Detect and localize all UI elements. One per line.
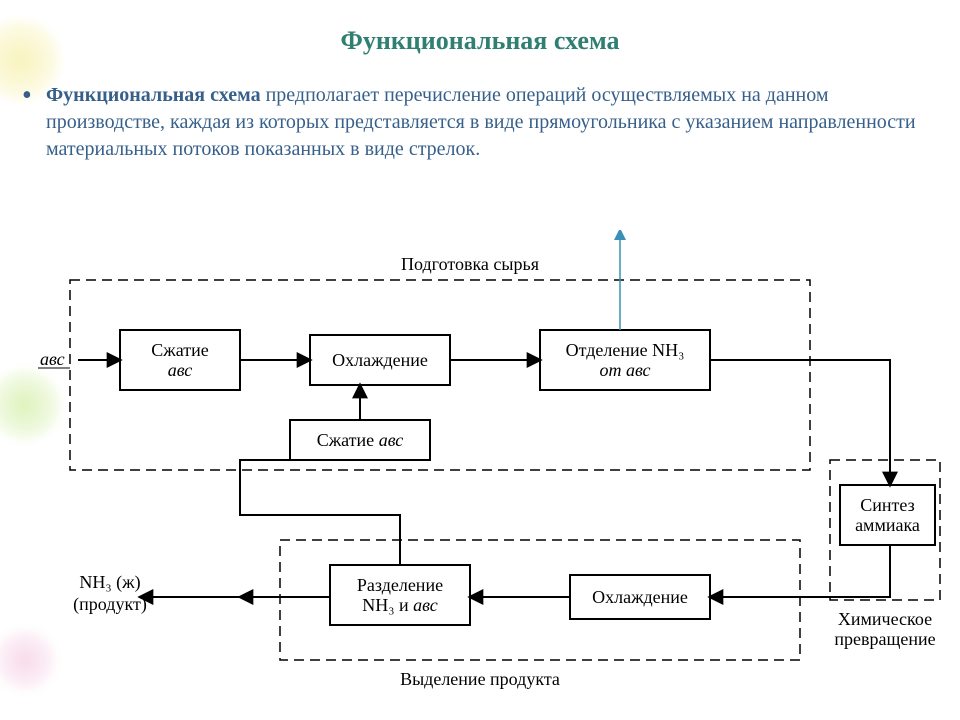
slide-title: Функциональная схема: [0, 26, 960, 56]
group-label: Химическое: [838, 609, 932, 629]
slide-root: Функциональная схема • Функциональная сх…: [0, 0, 960, 720]
output-label: NH₃ (ж): [79, 572, 140, 593]
a-sep-right: [710, 360, 890, 485]
svg-text:от авс: от авс: [599, 360, 650, 380]
group-label: превращение: [834, 629, 935, 649]
svg-text:Охлаждение: Охлаждение: [332, 350, 428, 370]
a-recycle: [240, 460, 400, 565]
svg-text:Разделение: Разделение: [357, 575, 443, 595]
svg-text:Охлаждение: Охлаждение: [592, 587, 688, 607]
flow-diagram: Подготовка сырья Химическоепревращение Выд…: [10, 230, 950, 690]
input-label: авс: [40, 349, 65, 369]
slide-body: Функциональная схема предполагает перечи…: [46, 82, 916, 163]
bullet-dot: •: [22, 80, 32, 112]
svg-text:Сжатие авс: Сжатие авс: [317, 430, 404, 450]
svg-text:Сжатие: Сжатие: [151, 340, 208, 360]
slide-body-lead: Функциональная схема: [46, 84, 261, 106]
group-label: Выделение продукта: [400, 669, 560, 689]
output-label: (продукт): [73, 594, 147, 615]
svg-text:Синтез: Синтез: [860, 495, 914, 515]
svg-text:аммиака: аммиака: [855, 515, 920, 535]
svg-text:авс: авс: [168, 360, 193, 380]
group-label: Подготовка сырья: [401, 254, 539, 274]
svg-text:Отделение NH₃: Отделение NH₃: [566, 340, 685, 360]
svg-text:NH₃ и авс: NH₃ и авс: [362, 595, 437, 615]
